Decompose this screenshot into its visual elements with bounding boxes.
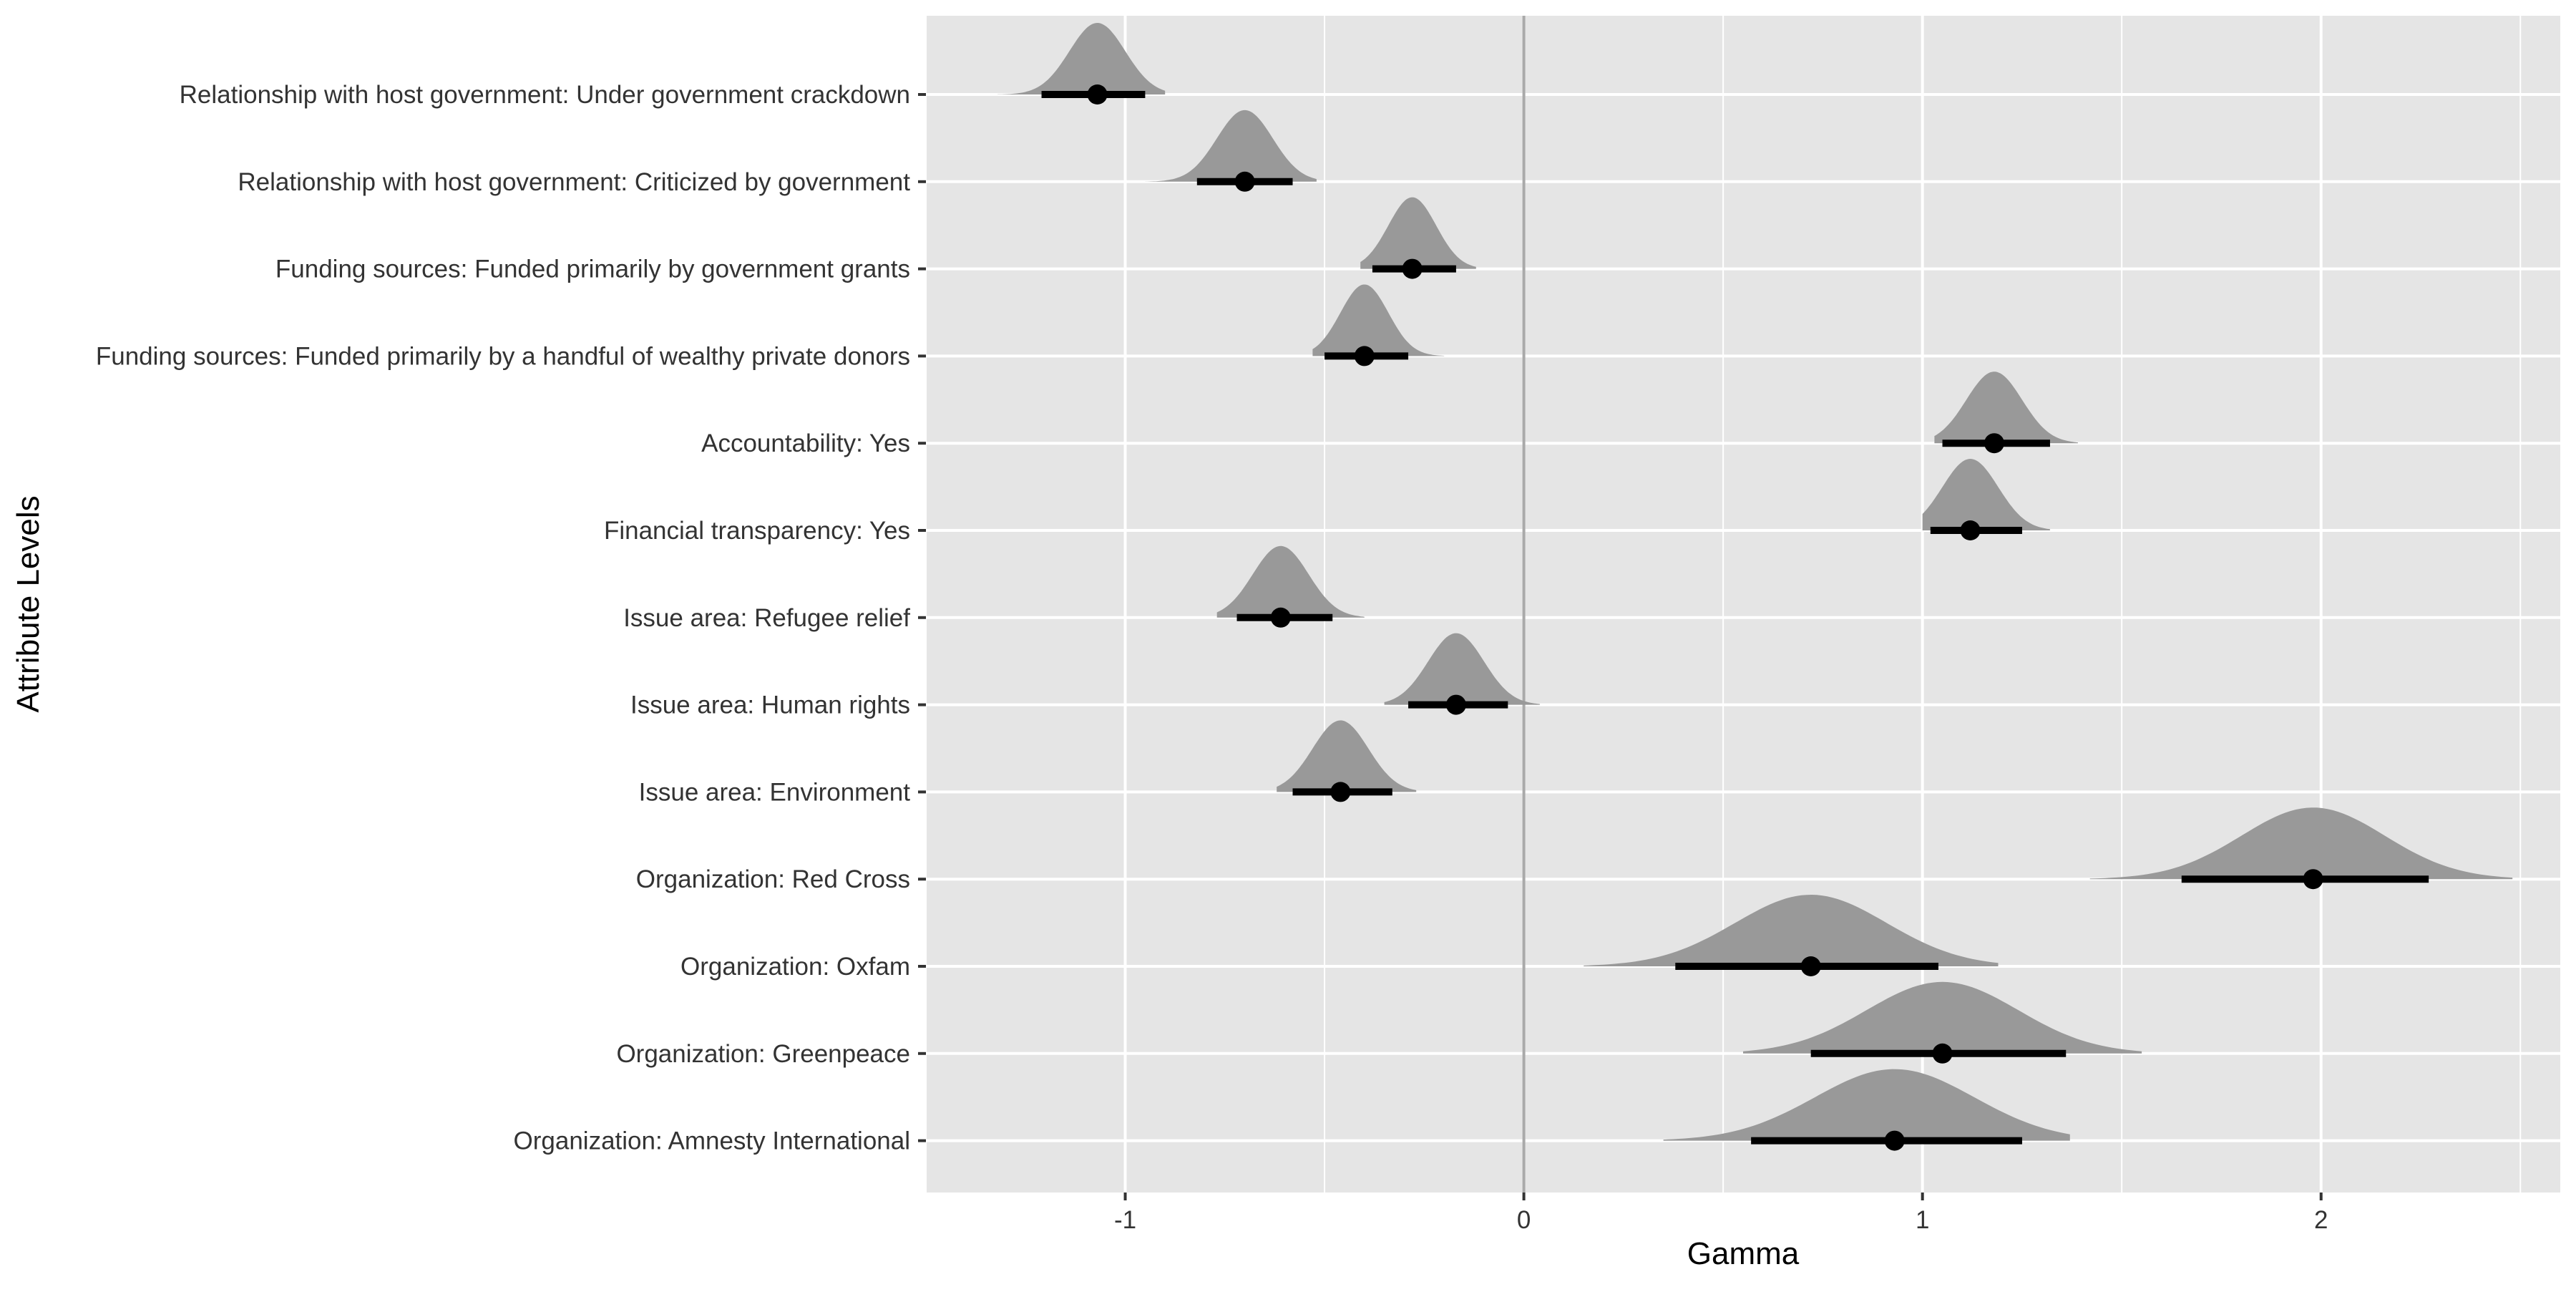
y-tick-label: Relationship with host government: Under… xyxy=(180,81,910,109)
x-tick-label: 2 xyxy=(2314,1206,2328,1234)
x-tick-label: 1 xyxy=(1916,1206,1929,1234)
point-estimate xyxy=(1800,956,1821,976)
x-axis-title: Gamma xyxy=(1687,1236,1800,1271)
y-tick-label: Funding sources: Funded primarily by a h… xyxy=(96,342,910,370)
y-tick-label: Issue area: Environment xyxy=(639,778,911,806)
point-estimate xyxy=(1270,607,1291,628)
x-tick-label: 0 xyxy=(1517,1206,1531,1234)
y-tick-label: Issue area: Human rights xyxy=(630,691,910,719)
y-tick-label: Organization: Red Cross xyxy=(636,865,910,893)
point-estimate xyxy=(1354,346,1375,366)
y-tick-label: Financial transparency: Yes xyxy=(604,517,910,545)
density-curve xyxy=(1312,284,1445,356)
y-tick-label: Relationship with host government: Criti… xyxy=(238,168,910,196)
y-tick-label: Organization: Greenpeace xyxy=(616,1040,910,1068)
density-layer xyxy=(997,23,2513,1141)
density-curve xyxy=(1384,633,1540,705)
point-estimate xyxy=(1087,84,1108,105)
density-curve xyxy=(1277,720,1417,792)
point-estimate xyxy=(2303,869,2323,890)
y-axis-ticks xyxy=(918,93,926,1142)
point-estimate xyxy=(1330,782,1351,802)
point-layer xyxy=(1087,84,2323,1151)
density-curve xyxy=(1216,545,1365,618)
y-tick-label: Accountability: Yes xyxy=(701,429,910,457)
y-tick-label: Organization: Oxfam xyxy=(680,953,910,981)
density-curve xyxy=(1663,1069,2070,1141)
y-axis-title: Attribute Levels xyxy=(11,495,46,712)
point-estimate xyxy=(1445,694,1466,715)
density-curve xyxy=(1922,459,2050,530)
point-estimate xyxy=(1932,1043,1953,1064)
density-curve xyxy=(1360,197,1476,269)
x-tick-label: -1 xyxy=(1114,1206,1136,1234)
density-curve xyxy=(1934,371,2078,444)
y-tick-label: Organization: Amnesty International xyxy=(514,1127,910,1155)
y-tick-label: Funding sources: Funded primarily by gov… xyxy=(275,256,910,283)
density-curve xyxy=(997,23,1166,94)
point-estimate xyxy=(1884,1130,1905,1151)
x-axis-ticks xyxy=(1123,1193,2323,1200)
point-estimate xyxy=(1984,433,2004,454)
density-curve xyxy=(1145,110,1317,182)
point-estimate xyxy=(1960,520,1981,540)
point-estimate xyxy=(1402,258,1423,279)
x-axis-labels: -1 0 1 2 xyxy=(1114,1206,2328,1234)
y-axis-labels: Relationship with host government: Under… xyxy=(96,81,910,1155)
y-tick-label: Issue area: Refugee relief xyxy=(623,604,910,632)
plot-panel xyxy=(926,16,2560,1193)
density-curve xyxy=(2089,807,2513,880)
point-estimate xyxy=(1234,171,1255,192)
density-curve xyxy=(1584,895,1999,966)
density-curve xyxy=(1743,981,2142,1054)
